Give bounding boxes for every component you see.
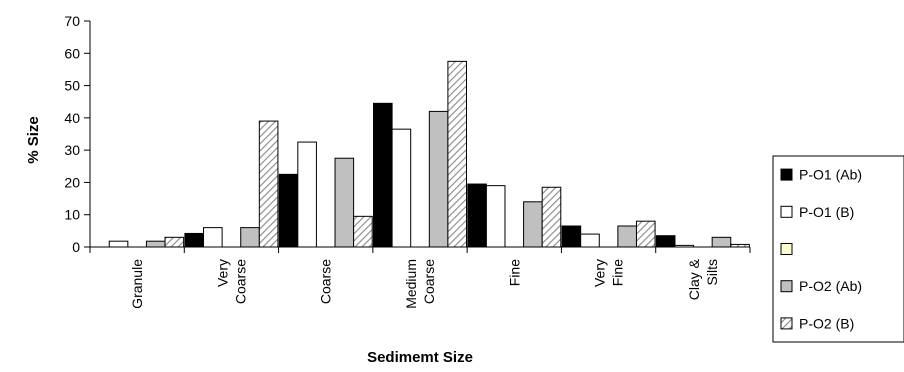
bar-p-o1-ab-3 — [373, 102, 393, 248]
x-tick-label: Coarse — [318, 259, 334, 304]
x-tick-label: Coarse — [232, 259, 248, 304]
y-tick-label: 50 — [64, 78, 80, 94]
bar-p-o1-b-4 — [485, 185, 506, 248]
x-tick-label: Coarse — [421, 259, 437, 304]
x-tick-label: Clay & — [686, 258, 702, 300]
legend-swatch — [780, 205, 793, 218]
bar-p-o2-b-1 — [258, 120, 279, 248]
bar-p-o2-b-0 — [164, 236, 185, 248]
bar-p-o1-ab-1 — [184, 232, 205, 248]
bar-p-o2-ab-4 — [523, 201, 543, 248]
bar-p-o1-ab-5 — [561, 225, 582, 248]
bar-p-o1-b-5 — [580, 233, 600, 248]
legend-label: P-O2 (B) — [799, 315, 854, 331]
legend-label: P-O1 (Ab) — [799, 167, 862, 183]
y-tick-label: 0 — [72, 239, 80, 255]
y-tick-label: 30 — [64, 142, 80, 158]
bar-p-o2-ab-2 — [334, 157, 355, 248]
bar-p-o2-b-5 — [635, 220, 656, 248]
legend-swatch — [780, 280, 793, 293]
y-tick-label: 10 — [64, 207, 80, 223]
bar-p-o2-b-2 — [353, 215, 373, 248]
bar-p-o2-ab-1 — [240, 227, 260, 248]
legend-label: P-O2 (Ab) — [799, 278, 862, 294]
x-tick-label: Fine — [610, 259, 626, 286]
bar-p-o2-b-4 — [541, 186, 562, 248]
bar-p-o1-b-0 — [108, 240, 129, 248]
bar-p-o2-ab-5 — [617, 225, 637, 248]
bar-p-o2-ab-6 — [711, 236, 732, 248]
x-tick-label: Medium — [403, 259, 419, 309]
x-tick-label: Fine — [506, 259, 522, 286]
legend-swatch — [780, 317, 793, 330]
x-tick-label: Granule — [129, 259, 145, 309]
legend-label: P-O1 (B) — [799, 204, 854, 220]
legend-box — [772, 155, 904, 343]
x-tick-label: Very — [592, 259, 608, 287]
bar-p-o1-ab-2 — [278, 173, 299, 248]
x-tick-label: Silts — [704, 259, 720, 285]
y-tick-label: 20 — [64, 174, 80, 190]
y-tick-label: 60 — [64, 45, 80, 61]
bar-p-o1-b-3 — [391, 128, 412, 248]
y-tick-label: 40 — [64, 110, 80, 126]
y-tick-label: 70 — [64, 13, 80, 29]
x-tick-label: Very — [214, 259, 230, 287]
bar-p-o2-b-3 — [447, 60, 467, 248]
bar-p-o1-b-1 — [203, 227, 223, 248]
bar-p-o1-ab-6 — [655, 235, 676, 248]
bar-p-o1-b-2 — [297, 141, 317, 248]
y-axis-title: % Size — [25, 116, 42, 164]
x-axis-title: Sedimemt Size — [367, 349, 473, 366]
bar-p-o2-ab-3 — [428, 110, 449, 248]
legend: P-O1 (Ab) P-O1 (B) P-O2 (Ab) P-O2 (B) — [772, 155, 904, 343]
bar-p-o1-ab-4 — [467, 183, 487, 248]
bar-p-o2-ab-0 — [145, 240, 166, 248]
legend-swatch — [780, 168, 793, 181]
legend-swatch — [780, 243, 793, 255]
